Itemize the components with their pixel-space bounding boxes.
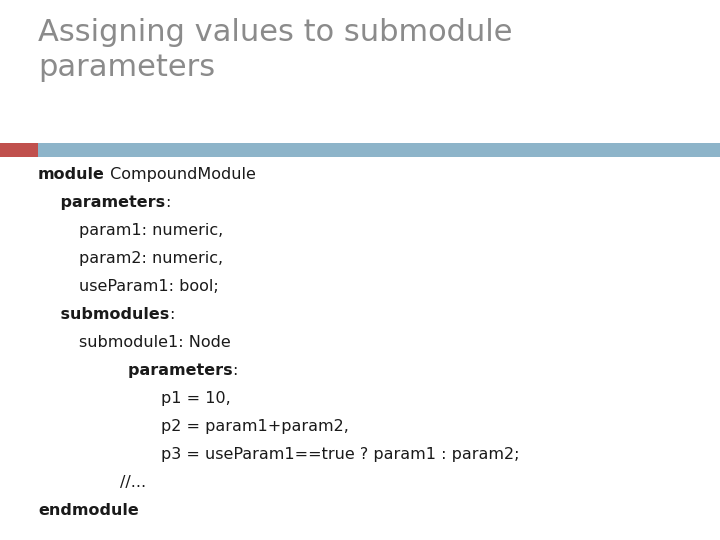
Text: //...: //...: [38, 475, 146, 490]
Text: :: :: [169, 307, 175, 322]
Text: endmodule: endmodule: [38, 503, 139, 518]
Text: p3 = useParam1==true ? param1 : param2;: p3 = useParam1==true ? param1 : param2;: [38, 447, 520, 462]
Text: :: :: [165, 195, 171, 210]
Text: submodule1: Node: submodule1: Node: [38, 335, 230, 350]
Text: submodules: submodules: [38, 307, 169, 322]
Text: parameters: parameters: [38, 363, 233, 378]
Text: p2 = param1+param2,: p2 = param1+param2,: [38, 419, 349, 434]
Text: p1 = 10,: p1 = 10,: [38, 391, 230, 406]
Text: :: :: [233, 363, 238, 378]
Bar: [38, 143, 720, 157]
Bar: [0, 143, 38, 157]
Text: parameters: parameters: [38, 195, 165, 210]
Text: Assigning values to submodule
parameters: Assigning values to submodule parameters: [38, 18, 513, 82]
Text: param1: numeric,: param1: numeric,: [38, 223, 223, 238]
Text: module: module: [38, 167, 105, 182]
Text: useParam1: bool;: useParam1: bool;: [38, 279, 219, 294]
Text: CompoundModule: CompoundModule: [105, 167, 256, 182]
Text: param2: numeric,: param2: numeric,: [38, 251, 223, 266]
